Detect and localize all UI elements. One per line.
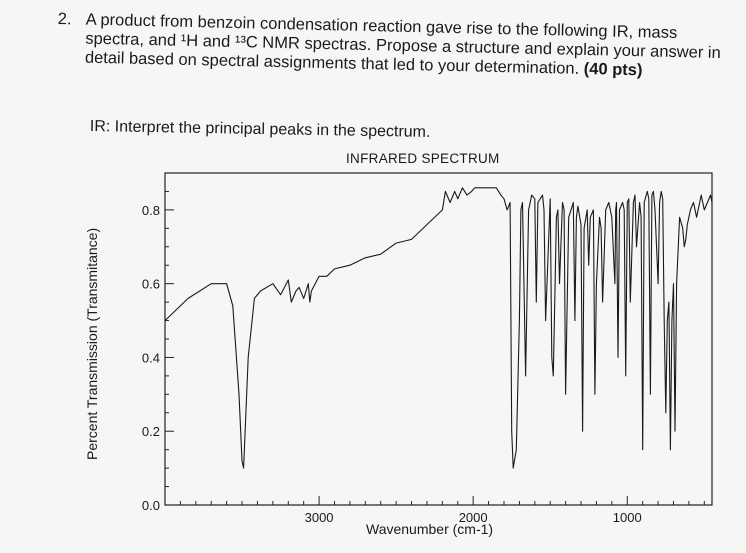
x-tick-label: 3000 xyxy=(305,510,334,525)
plot-frame xyxy=(164,172,713,506)
y-tick-label: 0.0 xyxy=(142,498,160,513)
y-tick-label: 0.8 xyxy=(142,203,160,218)
x-axis-label: Wavenumber (cm-1) xyxy=(366,521,494,537)
y-tick-label: 0.4 xyxy=(142,350,160,365)
x-tick-label: 2000 xyxy=(459,510,488,525)
spectrum-line xyxy=(164,187,713,469)
y-tick-label: 0.6 xyxy=(142,277,160,292)
y-tick-label: 0.2 xyxy=(142,424,160,439)
x-tick-label: 1000 xyxy=(613,510,642,525)
spectrum-title: INFRARED SPECTRUM xyxy=(346,151,500,166)
